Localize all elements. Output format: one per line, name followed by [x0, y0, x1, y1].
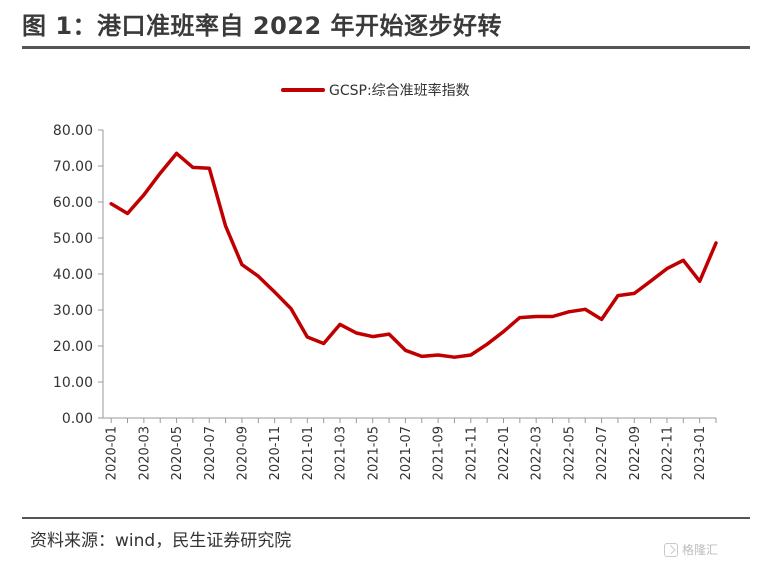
- x-tick-label: 2021-03: [334, 426, 349, 480]
- x-tick-label: 2020-01: [105, 426, 120, 480]
- data-point: [452, 355, 456, 359]
- data-point: [485, 342, 489, 346]
- data-point: [175, 151, 179, 155]
- data-point: [387, 332, 391, 336]
- data-point: [518, 316, 522, 320]
- figure-title: 图 1：港口准班率自 2022 年开始逐步好转: [22, 12, 503, 40]
- data-point: [240, 263, 244, 267]
- watermark-logo-icon: [664, 542, 678, 557]
- data-point: [191, 165, 195, 169]
- x-tick-label: 2022-03: [530, 426, 545, 480]
- x-tick-label: 2022-11: [661, 426, 676, 480]
- data-point: [273, 290, 277, 294]
- x-tick-label: 2020-05: [170, 426, 185, 480]
- data-point: [600, 317, 604, 321]
- data-point: [567, 310, 571, 314]
- data-point: [551, 314, 555, 318]
- data-point: [698, 279, 702, 283]
- x-tick-label: 2021-05: [366, 426, 381, 480]
- y-tick-label: 50.00: [53, 231, 93, 247]
- y-tick-label: 60.00: [53, 195, 93, 211]
- x-tick-label: 2020-09: [235, 426, 250, 480]
- y-tick-label: 0.00: [62, 411, 93, 427]
- x-tick-label: 2021-11: [464, 426, 479, 480]
- y-tick-label: 10.00: [53, 375, 93, 391]
- data-point: [534, 314, 538, 318]
- legend-label: GCSP:综合准班率指数: [329, 82, 470, 99]
- x-tick-label: 2022-09: [628, 426, 643, 480]
- data-point: [371, 335, 375, 339]
- y-tick-label: 30.00: [53, 303, 93, 319]
- data-point: [354, 331, 358, 335]
- x-tick-label: 2023-01: [693, 426, 708, 480]
- x-tick-label: 2020-11: [268, 426, 283, 480]
- x-tick-label: 2020-03: [137, 426, 152, 480]
- title-divider: [22, 46, 750, 49]
- x-tick-label: 2022-05: [562, 426, 577, 480]
- data-point: [403, 348, 407, 352]
- line-chart: 0.00 10.00 20.00 30.00 40.00 50.00 60.00 70.00 8…: [53, 82, 718, 480]
- watermark-text: 格隆汇: [682, 543, 719, 557]
- data-point: [583, 307, 587, 311]
- x-tick-label: 2020-07: [203, 426, 218, 480]
- data-point: [207, 166, 211, 170]
- data-point: [256, 274, 260, 278]
- data-point: [681, 258, 685, 262]
- data-point: [289, 307, 293, 311]
- x-tick-label: 2022-01: [497, 426, 512, 480]
- data-point: [420, 354, 424, 358]
- y-tick-label: 40.00: [53, 267, 93, 283]
- source-divider: [22, 517, 750, 519]
- data-point: [305, 335, 309, 339]
- data-point: [632, 291, 636, 295]
- watermark: 格隆汇: [664, 541, 718, 558]
- data-point: [501, 330, 505, 334]
- x-tick-label: 2021-09: [432, 426, 447, 480]
- data-point: [158, 171, 162, 175]
- data-point: [142, 193, 146, 197]
- data-point: [109, 202, 113, 206]
- data-point: [338, 322, 342, 326]
- y-tick-label: 20.00: [53, 339, 93, 355]
- data-point: [224, 224, 228, 228]
- y-tick-label: 80.00: [53, 123, 93, 139]
- data-point: [469, 353, 473, 357]
- source-note: 资料来源：wind，民生证券研究院: [30, 531, 292, 551]
- data-point: [126, 212, 130, 216]
- x-tick-label: 2022-07: [595, 426, 610, 480]
- y-tick-label: 70.00: [53, 159, 93, 175]
- data-point: [322, 341, 326, 345]
- x-tick-label: 2021-07: [399, 426, 414, 480]
- series-line-gcsp: [109, 151, 718, 359]
- data-point: [714, 241, 718, 245]
- data-point: [649, 279, 653, 283]
- data-point: [665, 267, 669, 271]
- x-tick-label: 2021-01: [301, 426, 316, 480]
- data-point: [616, 294, 620, 298]
- data-point: [436, 353, 440, 357]
